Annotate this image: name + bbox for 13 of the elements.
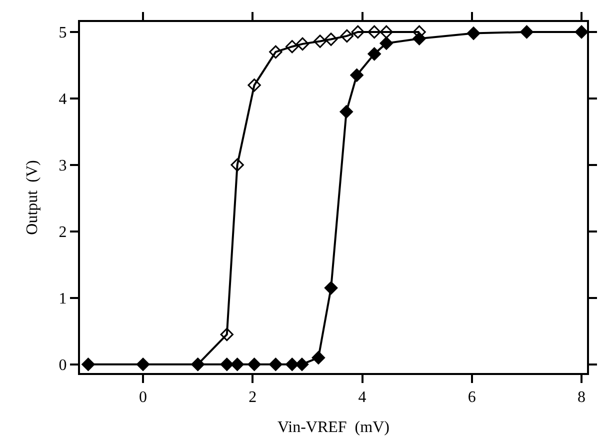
x-tick-label: 8 [578,389,586,406]
x-tick-label: 2 [248,389,257,406]
y-axis-title: Output (V) [24,160,41,235]
y-tick-label: 3 [58,158,67,175]
y-tick-label: 4 [58,91,67,108]
x-tick-label: 4 [358,389,366,406]
x-axis-title: Vin-VREF (mV) [278,419,390,436]
x-tick-label: 0 [139,389,148,406]
x-tick-label: 6 [468,389,476,406]
y-tick-label: 1 [58,290,67,308]
y-tick-label: 0 [58,356,67,374]
y-tick-label: 5 [58,24,67,42]
y-tick-label: 2 [58,224,67,241]
